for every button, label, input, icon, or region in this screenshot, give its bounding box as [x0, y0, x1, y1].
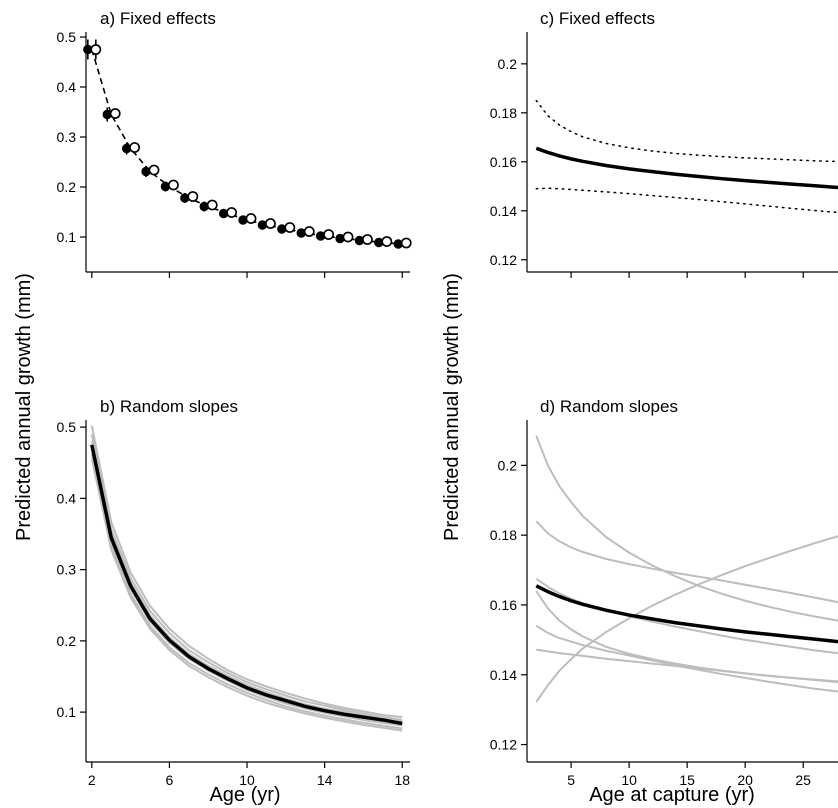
mean-line [535, 584, 838, 644]
left-y-axis-label: Predicted annual growth (mm) [13, 273, 35, 541]
right-x-axis-label: Age at capture (yr) [589, 784, 755, 806]
y-tick-label: 0.5 [57, 29, 77, 45]
data-point-open [284, 222, 296, 233]
data-point-open [90, 44, 102, 55]
x-tick-label: 15 [679, 772, 695, 788]
y-tick-label: 0.3 [57, 129, 77, 145]
panel-a: a) Fixed effects 0.1 0.2 0.3 0.4 0.5 [57, 9, 412, 278]
y-tick-label: 0.2 [57, 179, 77, 195]
panel-title: b) Random slopes [100, 397, 238, 416]
data-point-open [148, 164, 160, 176]
panel-d: d) Random slopes 0.12 0.14 0.16 0.18 0.2 5 10 15… [490, 397, 838, 788]
y-tick-label: 0.12 [490, 737, 517, 753]
data-point-open [226, 207, 238, 218]
y-tick-label: 0.2 [498, 457, 518, 473]
data-point-open [129, 142, 141, 153]
x-tick-label: 2 [88, 772, 96, 788]
data-point-open [342, 231, 354, 243]
random-slope-line [90, 425, 403, 719]
random-slope-line [535, 625, 838, 693]
y-tick-label: 0.5 [57, 419, 77, 435]
upper-ci-line [535, 99, 838, 163]
random-slope-line [90, 441, 403, 724]
data-point-open [400, 237, 412, 249]
panel-title: d) Random slopes [540, 397, 678, 416]
y-tick-label: 0.18 [490, 105, 517, 121]
x-tick-label: 14 [317, 772, 333, 788]
data-point-open [381, 236, 393, 247]
y-tick-label: 0.14 [490, 667, 517, 683]
x-tick-label: 20 [737, 772, 753, 788]
data-point-open [206, 199, 218, 211]
random-slope-line [90, 434, 403, 721]
y-tick-label: 0.16 [490, 597, 517, 613]
data-point-open [362, 234, 373, 245]
x-tick-label: 5 [567, 772, 575, 788]
random-slope-line [535, 520, 838, 604]
data-point-open [187, 191, 199, 202]
right-y-axis-label: Predicted annual growth (mm) [441, 273, 463, 541]
y-tick-label: 0.3 [57, 562, 77, 578]
x-tick-label: 10 [239, 772, 255, 788]
random-slope-line [535, 535, 838, 703]
y-tick-label: 0.4 [57, 490, 77, 506]
random-slope-line [536, 648, 838, 684]
data-point-open [323, 229, 335, 240]
y-tick-label: 0.4 [57, 79, 77, 95]
y-tick-label: 0.16 [490, 154, 517, 170]
x-tick-label: 6 [166, 772, 174, 788]
panel-title: a) Fixed effects [100, 9, 216, 28]
y-tick-label: 0.2 [57, 633, 77, 649]
random-slope-line [90, 453, 403, 730]
y-tick-label: 0.1 [57, 229, 77, 245]
data-point-open [265, 218, 276, 229]
random-slope-line [535, 577, 838, 655]
data-point-open [303, 226, 315, 237]
x-tick-label: 18 [394, 772, 410, 788]
left-x-axis-label: Age (yr) [209, 784, 280, 806]
y-tick-label: 0.14 [490, 203, 517, 219]
data-point-open [109, 108, 121, 119]
y-tick-label: 0.18 [490, 527, 517, 543]
x-tick-label: 25 [795, 772, 811, 788]
panel-b: b) Random slopes 0.1 0.2 0.3 0.4 0.5 2 6 10 14 18 [57, 397, 411, 788]
panel-c: c) Fixed effects 0.12 0.14 0.16 0.18 0.2 [490, 9, 838, 278]
panel-title: c) Fixed effects [540, 9, 655, 28]
y-tick-label: 0.12 [490, 252, 517, 268]
x-tick-label: 10 [621, 772, 637, 788]
data-point-open [245, 213, 257, 224]
lower-ci-line [535, 187, 838, 214]
y-tick-label: 0.1 [57, 704, 77, 720]
mean-line [90, 444, 403, 726]
data-point-open [168, 179, 179, 191]
random-slope-line [90, 458, 403, 732]
y-tick-label: 0.2 [498, 56, 518, 72]
mean-line [535, 146, 838, 190]
